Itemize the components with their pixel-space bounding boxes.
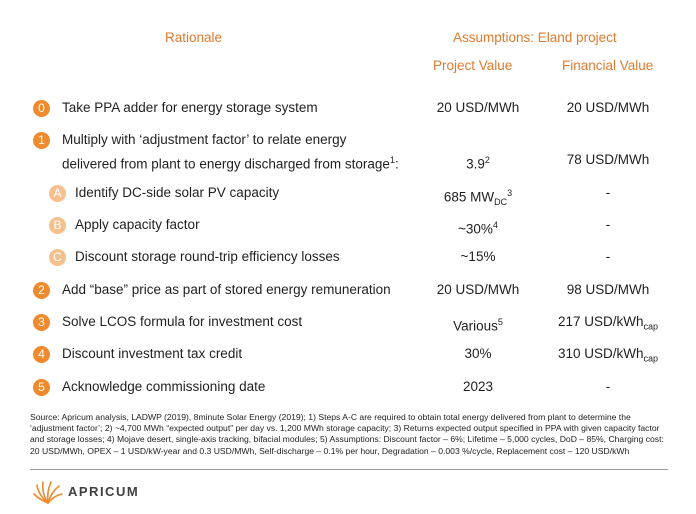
financial-value: - [605, 379, 611, 394]
financial-value: 98 USD/MWh [566, 282, 650, 297]
row-text-line2: delivered from plant to energy discharge… [62, 155, 399, 172]
project-value: Various5 [453, 317, 503, 334]
financial-value: - [605, 249, 611, 264]
step-badge: 1 [33, 132, 50, 149]
row-text: Discount investment tax credit [62, 346, 243, 361]
financial-value: 78 USD/MWh [566, 152, 650, 167]
project-value: 3.92 [466, 155, 490, 172]
step-badge: 4 [33, 346, 50, 363]
step-badge: 3 [33, 314, 50, 331]
financial-value-header: Financial Value [562, 58, 654, 73]
project-value: 20 USD/MWh [436, 100, 520, 115]
project-value: 2023 [462, 379, 494, 394]
row-text: Apply capacity factor [75, 217, 200, 232]
apricum-logo-icon [33, 481, 63, 504]
project-value-header: Project Value [433, 58, 513, 73]
step-badge: 5 [33, 379, 50, 396]
step-badge: 2 [33, 282, 50, 299]
project-value: 20 USD/MWh [436, 282, 520, 297]
row-text: Acknowledge commissioning date [62, 379, 266, 394]
row-text: Identify DC-side solar PV capacity [75, 185, 280, 200]
financial-value: 20 USD/MWh [566, 100, 650, 115]
financial-value: - [605, 185, 611, 200]
financial-value: 217 USD/kWhcap [557, 314, 659, 332]
substep-badge: C [49, 249, 66, 266]
rationale-header: Rationale [165, 30, 223, 45]
row-text: Discount storage round-trip efficiency l… [75, 249, 340, 264]
step-badge: 0 [33, 100, 50, 117]
financial-value: - [605, 217, 611, 232]
footer-divider [30, 469, 668, 470]
source-footnote: Source: Apricum analysis, LADWP (2019), … [30, 412, 664, 456]
project-value: 685 MWDC3 [443, 188, 513, 208]
row-text-line1: Multiply with ‘adjustment factor’ to rel… [62, 132, 347, 147]
financial-value: 310 USD/kWhcap [557, 346, 659, 364]
row-text: Solve LCOS formula for investment cost [62, 314, 303, 329]
project-value: 30% [464, 346, 492, 361]
project-value: ~15% [460, 249, 496, 264]
project-value: ~30%4 [458, 220, 498, 237]
substep-badge: B [49, 217, 66, 234]
substep-badge: A [49, 185, 66, 202]
assumptions-header: Assumptions: Eland project [453, 30, 617, 45]
row-text: Take PPA adder for energy storage system [62, 100, 318, 115]
apricum-logo-text: APRICUM [68, 484, 140, 499]
row-text: Add “base” price as part of stored energ… [62, 282, 391, 297]
